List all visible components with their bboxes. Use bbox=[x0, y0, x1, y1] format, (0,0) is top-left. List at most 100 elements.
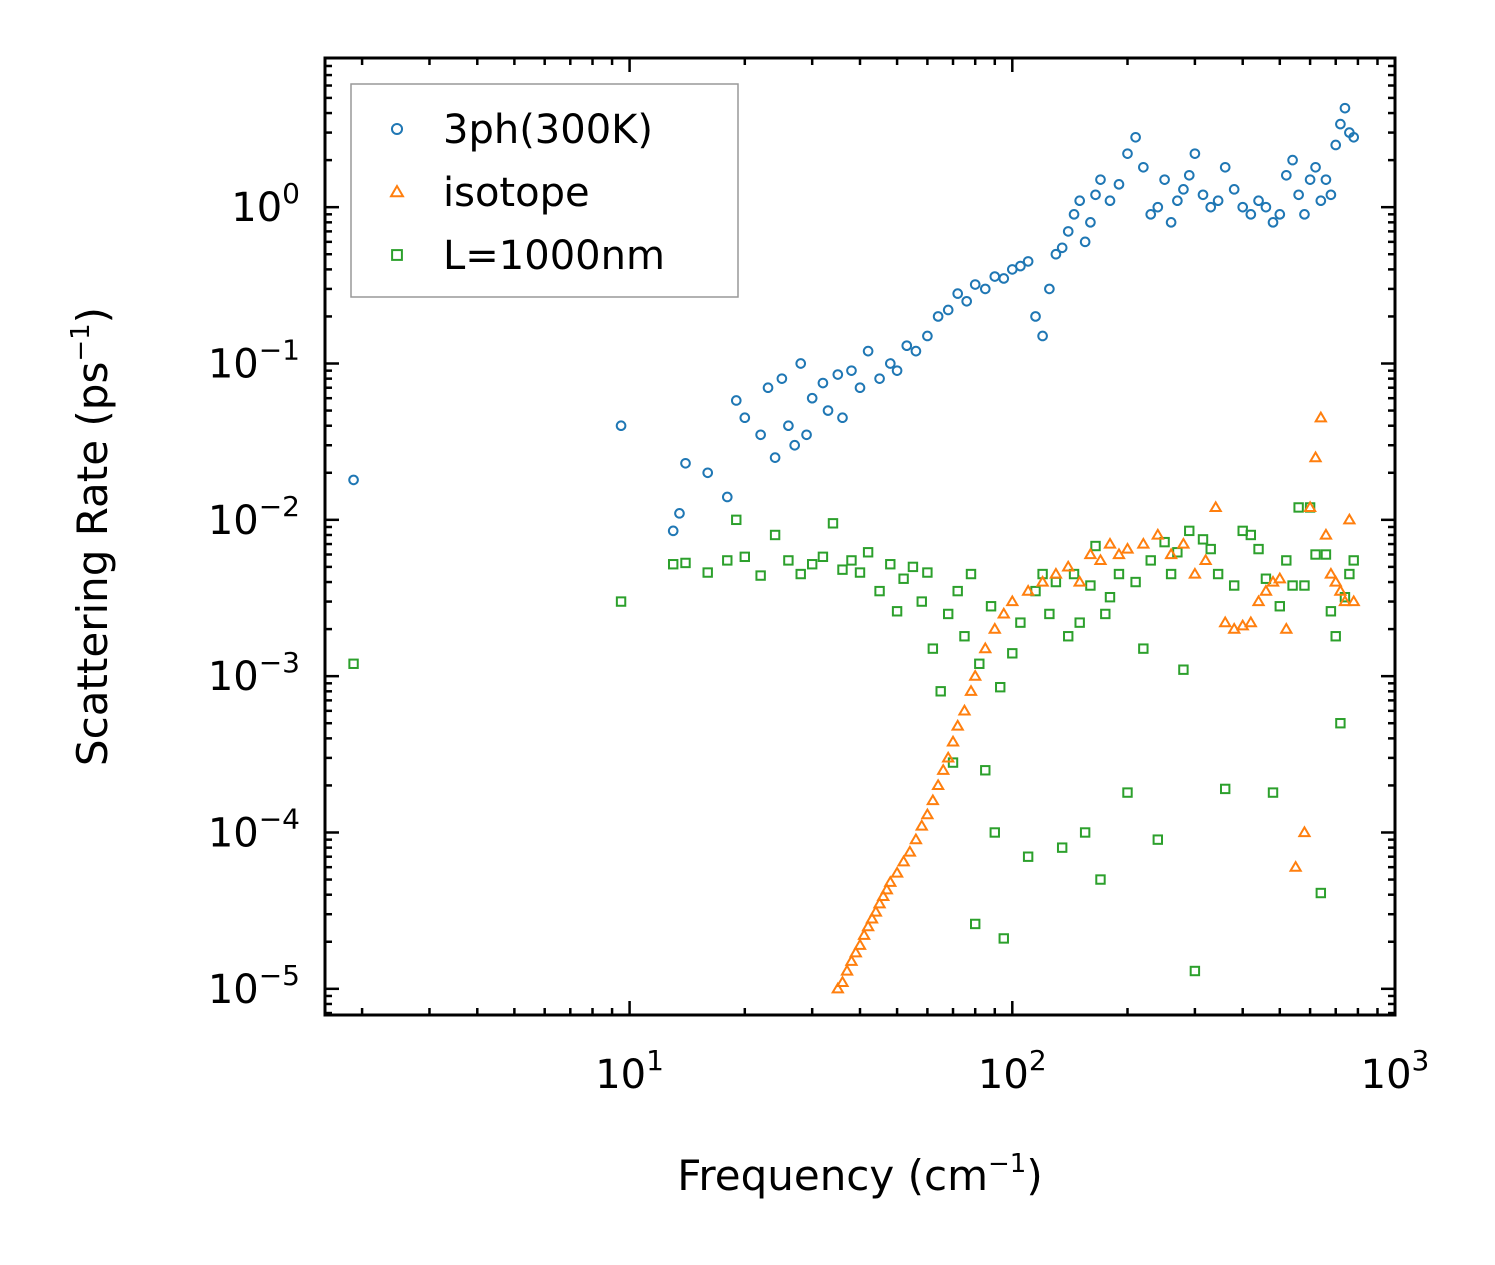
x-tick-label-base: 10 bbox=[595, 1052, 646, 1098]
data-point-circle bbox=[1228, 184, 1240, 195]
data-point-circle bbox=[1274, 209, 1286, 220]
y-tick-label-base: 10 bbox=[208, 498, 259, 544]
data-point-square bbox=[1130, 576, 1141, 588]
data-point-circle bbox=[952, 288, 964, 299]
data-point-square bbox=[935, 686, 946, 697]
data-point-circle bbox=[1030, 311, 1041, 322]
data-point-circle bbox=[730, 395, 742, 406]
data-point-square bbox=[1253, 543, 1264, 555]
data-point-square bbox=[1074, 617, 1085, 628]
data-point-triangle bbox=[1288, 860, 1303, 872]
x-tick-label-exp: 3 bbox=[1412, 1044, 1430, 1077]
series-circle bbox=[348, 102, 1360, 537]
data-point-square bbox=[1325, 606, 1337, 617]
data-point-triangle bbox=[941, 750, 956, 763]
data-point-square bbox=[1293, 502, 1304, 513]
data-point-circle bbox=[1152, 201, 1164, 213]
data-point-circle bbox=[1219, 161, 1231, 173]
data-point-triangle bbox=[857, 928, 871, 940]
y-axis-title-sup: −1 bbox=[66, 323, 96, 361]
data-point-triangle bbox=[865, 911, 879, 924]
data-point-triangle bbox=[1120, 542, 1135, 554]
data-point-circle bbox=[1145, 209, 1157, 220]
data-point-square bbox=[1056, 842, 1068, 853]
x-tick-label: 103 bbox=[1361, 1044, 1430, 1098]
data-point-circle bbox=[1299, 209, 1310, 220]
data-point-square bbox=[1022, 851, 1034, 862]
data-point-triangle bbox=[968, 669, 983, 681]
data-point-square bbox=[952, 585, 963, 597]
data-point-triangle bbox=[957, 703, 972, 716]
data-point-triangle bbox=[879, 882, 894, 895]
data-point-circle bbox=[1320, 174, 1332, 185]
legend-marker-triangle bbox=[389, 184, 405, 198]
data-point-circle bbox=[1183, 169, 1195, 181]
data-point-circle bbox=[1237, 201, 1249, 213]
data-point-triangle bbox=[1005, 594, 1020, 607]
data-point-square bbox=[874, 585, 885, 597]
data-point-triangle bbox=[896, 854, 911, 867]
data-point-square bbox=[722, 555, 733, 566]
series-square bbox=[348, 502, 1359, 977]
data-point-square bbox=[974, 658, 985, 669]
data-point-triangle bbox=[853, 938, 867, 950]
data-point-circle bbox=[1090, 189, 1101, 201]
data-point-triangle bbox=[1243, 615, 1258, 628]
data-point-circle bbox=[891, 365, 903, 376]
data-point-circle bbox=[1022, 256, 1034, 267]
data-point-square bbox=[817, 551, 829, 563]
data-point-square bbox=[1287, 580, 1298, 591]
data-point-square bbox=[862, 547, 874, 558]
data-point-triangle bbox=[1308, 450, 1323, 463]
data-point-circle bbox=[1159, 174, 1170, 185]
y-tick-label-exp: −5 bbox=[259, 959, 300, 992]
y-tick-label-base: 10 bbox=[208, 654, 259, 700]
data-point-square bbox=[995, 681, 1006, 693]
data-point-circle bbox=[1348, 131, 1360, 143]
data-point-circle bbox=[862, 345, 874, 357]
data-point-circle bbox=[1050, 248, 1062, 260]
data-point-triangle bbox=[844, 954, 859, 966]
data-point-circle bbox=[776, 373, 788, 384]
data-point-square bbox=[827, 518, 839, 529]
data-point-circle bbox=[989, 271, 1001, 282]
data-point-triangle bbox=[1035, 574, 1050, 587]
data-point-triangle bbox=[1272, 571, 1287, 584]
data-point-square bbox=[731, 514, 742, 526]
data-point-circle bbox=[1104, 195, 1116, 207]
data-point-circle bbox=[1062, 226, 1074, 237]
data-point-circle bbox=[1315, 195, 1327, 207]
data-point-circle bbox=[910, 345, 922, 357]
y-tick-label: 10−2 bbox=[208, 490, 300, 544]
data-point-circle bbox=[1130, 131, 1141, 143]
data-point-circle bbox=[1212, 195, 1224, 207]
data-point-square bbox=[989, 827, 1000, 838]
data-point-square bbox=[1100, 608, 1111, 620]
data-point-circle bbox=[1095, 174, 1106, 185]
data-point-square bbox=[1320, 549, 1332, 560]
x-axis-title-main: Frequency (cm bbox=[677, 1151, 988, 1200]
data-point-circle bbox=[884, 358, 896, 369]
data-point-square bbox=[1245, 529, 1257, 541]
data-point-circle bbox=[837, 412, 848, 424]
data-point-circle bbox=[1085, 217, 1096, 228]
legend-marker-circle bbox=[390, 122, 404, 136]
data-point-circle bbox=[1172, 195, 1183, 207]
data-point-square bbox=[1138, 643, 1149, 654]
data-point-square bbox=[1189, 965, 1201, 977]
data-point-triangle bbox=[1188, 566, 1202, 579]
data-point-square bbox=[846, 555, 857, 566]
data-point-circle bbox=[1015, 260, 1026, 272]
legend: 3ph(300K) isotope L=1000nm bbox=[350, 83, 739, 298]
data-point-triangle bbox=[964, 684, 978, 696]
data-point-square bbox=[985, 601, 997, 612]
data-point-square bbox=[1113, 568, 1125, 580]
data-point-circle bbox=[854, 382, 866, 394]
data-point-square bbox=[916, 596, 927, 607]
data-point-square bbox=[1348, 555, 1359, 566]
data-point-circle bbox=[680, 457, 691, 469]
data-point-square bbox=[1095, 874, 1106, 885]
y-tick-label-base: 10 bbox=[231, 185, 282, 231]
data-point-circle bbox=[901, 340, 913, 352]
data-point-circle bbox=[979, 283, 991, 295]
